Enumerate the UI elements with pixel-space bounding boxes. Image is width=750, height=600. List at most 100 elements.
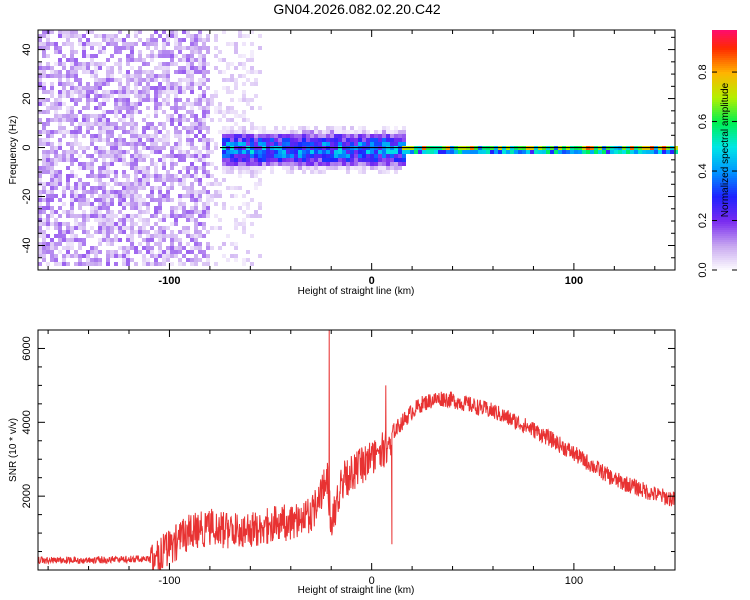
colorbar-swatch	[712, 166, 737, 168]
heatmap-cell	[186, 250, 190, 254]
heatmap-cell	[58, 142, 62, 146]
heatmap-cell	[230, 206, 234, 210]
heatmap-cell	[46, 142, 50, 146]
heatmap-cell	[122, 222, 126, 226]
heatmap-cell	[114, 158, 118, 162]
heatmap-cell	[162, 46, 166, 50]
bottom-y-tick-label: 2000	[21, 484, 33, 508]
heatmap-cell	[202, 158, 206, 162]
heatmap-cell	[290, 134, 294, 138]
heatmap-cell	[378, 150, 382, 154]
heatmap-cell	[146, 106, 150, 110]
heatmap-cell	[58, 174, 62, 178]
heatmap-cell	[186, 70, 190, 74]
heatmap-cell	[194, 154, 198, 158]
heatmap-cell	[162, 238, 166, 242]
heatmap-cell	[198, 30, 202, 34]
heatmap-cell	[198, 38, 202, 42]
heatmap-cell	[58, 118, 62, 122]
heatmap-cell	[242, 142, 246, 146]
heatmap-cell	[230, 162, 234, 166]
heatmap-cell	[138, 166, 142, 170]
heatmap-cell	[254, 134, 258, 138]
heatmap-cell	[154, 178, 158, 182]
heatmap-cell	[90, 74, 94, 78]
heatmap-cell	[110, 186, 114, 190]
heatmap-cell	[178, 50, 182, 54]
heatmap-cell	[182, 66, 186, 70]
heatmap-cell	[206, 38, 210, 42]
heatmap-cell	[150, 150, 154, 154]
heatmap-cell	[54, 182, 58, 186]
heatmap-cell	[214, 106, 218, 110]
heatmap-cell	[166, 62, 170, 66]
heatmap-cell	[238, 206, 242, 210]
heatmap-cell	[134, 34, 138, 38]
heatmap-cell	[98, 178, 102, 182]
colorbar-swatch	[712, 124, 737, 126]
heatmap-cell	[138, 58, 142, 62]
heatmap-cell	[290, 138, 294, 142]
heatmap-cell	[542, 150, 546, 154]
heatmap-cell	[134, 122, 138, 126]
heatmap-cell	[50, 182, 54, 186]
heatmap-cell	[102, 214, 106, 218]
colorbar-swatch	[712, 182, 737, 184]
heatmap-cell	[330, 142, 334, 146]
heatmap-cell	[134, 150, 138, 154]
heatmap-cell	[402, 142, 406, 146]
heatmap-cell	[130, 166, 134, 170]
heatmap-cell	[138, 138, 142, 142]
heatmap-cell	[38, 138, 42, 142]
heatmap-cell	[258, 138, 262, 142]
heatmap-cell	[94, 98, 98, 102]
heatmap-cell	[166, 142, 170, 146]
heatmap-cell	[154, 230, 158, 234]
heatmap-cell	[122, 102, 126, 106]
heatmap-cell	[230, 158, 234, 162]
heatmap-cell	[630, 150, 634, 154]
colorbar-swatch	[712, 96, 737, 98]
heatmap-cell	[186, 118, 190, 122]
heatmap-cell	[66, 70, 70, 74]
colorbar-swatch	[712, 42, 737, 44]
heatmap-cell	[190, 74, 194, 78]
heatmap-cell	[102, 154, 106, 158]
heatmap-cell	[154, 170, 158, 174]
heatmap-cell	[214, 46, 218, 50]
heatmap-cell	[66, 110, 70, 114]
heatmap-cell	[294, 134, 298, 138]
heatmap-cell	[206, 142, 210, 146]
heatmap-cell	[302, 166, 306, 170]
heatmap-cell	[158, 186, 162, 190]
heatmap-cell	[594, 150, 598, 154]
heatmap-cell	[98, 210, 102, 214]
heatmap-cell	[98, 194, 102, 198]
heatmap-cell	[166, 250, 170, 254]
heatmap-cell	[162, 198, 166, 202]
heatmap-cell	[62, 74, 66, 78]
heatmap-cell	[230, 78, 234, 82]
heatmap-cell	[42, 126, 46, 130]
heatmap-cell	[42, 142, 46, 146]
heatmap-cell	[382, 142, 386, 146]
heatmap-cell	[86, 250, 90, 254]
heatmap-cell	[62, 194, 66, 198]
heatmap-cell	[102, 238, 106, 242]
heatmap-cell	[218, 194, 222, 198]
heatmap-cell	[114, 142, 118, 146]
heatmap-cell	[114, 110, 118, 114]
heatmap-cell	[254, 162, 258, 166]
heatmap-cell	[62, 66, 66, 70]
heatmap-cell	[154, 262, 158, 266]
heatmap-cell	[82, 218, 86, 222]
colorbar-swatch	[712, 128, 737, 130]
heatmap-cell	[346, 150, 350, 154]
heatmap-cell	[194, 190, 198, 194]
heatmap-cell	[118, 150, 122, 154]
heatmap-cell	[194, 206, 198, 210]
heatmap-cell	[250, 154, 254, 158]
heatmap-cell	[130, 202, 134, 206]
heatmap-cell	[338, 126, 342, 130]
heatmap-cell	[162, 182, 166, 186]
